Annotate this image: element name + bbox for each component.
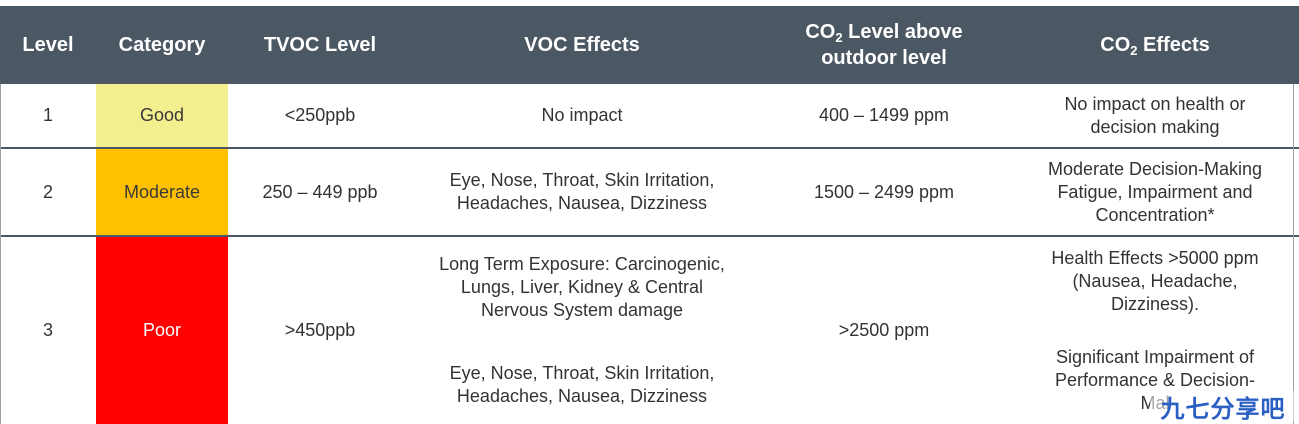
header-voc-effects: VOC Effects [524,34,640,56]
table-row: 3 Poor >450ppb Long Term Exposure: Carci… [0,237,1299,424]
tvoc-level: >450ppb [284,320,356,340]
co2-effects: Moderate Decision-Making Fatigue, Impair… [1047,158,1263,225]
category-good: Good [96,84,228,147]
row-level: 3 [42,320,53,340]
co2-effects: No impact on health or decision making [1064,93,1246,137]
header-level: Level [22,34,74,56]
table-right-border [1293,84,1294,424]
table-left-border [0,84,1,424]
row-divider [0,235,1299,237]
voc-effects: Long Term Exposure: Carcinogenic, Lungs,… [439,254,725,406]
voc-effects: No impact [541,105,623,125]
table-header: Level Category TVOC Level VOC Effects CO… [0,6,1299,84]
co2-level: >2500 ppm [838,320,930,340]
co2-level: 1500 – 2499 ppm [813,181,955,202]
co2-level: 400 – 1499 ppm [818,105,950,125]
category-poor: Poor [96,237,228,424]
category-moderate: Moderate [96,149,228,235]
tvoc-level: 250 – 449 ppb [262,181,378,202]
table-row: 1 Good <250ppb No impact 400 – 1499 ppm … [0,84,1299,147]
row-level: 1 [42,105,53,125]
voc-effects: Eye, Nose, Throat, Skin Irritation, Head… [449,170,715,213]
header-category: Category [118,34,206,56]
header-co2-effects: CO2 Effects [1100,34,1210,58]
table-row: 2 Moderate 250 – 449 ppb Eye, Nose, Thro… [0,149,1299,235]
tvoc-level: <250ppb [284,105,356,125]
watermark-logo: 九七分享吧 [1150,391,1296,423]
row-level: 2 [42,181,53,202]
header-co2-level: CO2 Level above outdoor level [805,21,963,69]
header-tvoc-level: TVOC Level [263,34,377,56]
row-divider [0,147,1299,149]
